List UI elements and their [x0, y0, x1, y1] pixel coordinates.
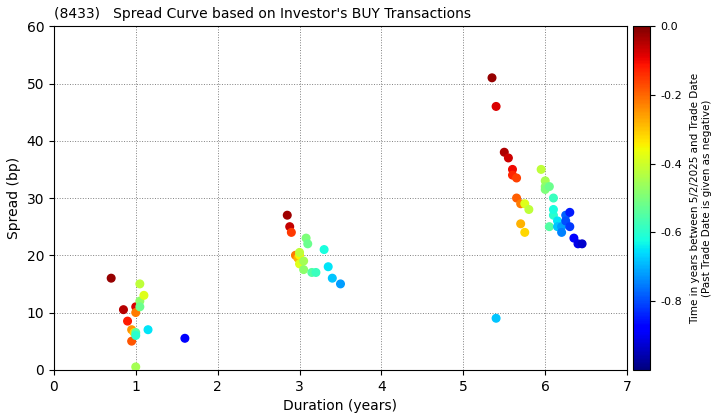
Point [490, 103, 502, 110]
Point [318, 246, 330, 253]
Point [544, 223, 555, 230]
Text: (8433)   Spread Curve based on Investor's BUY Transactions: (8433) Spread Curve based on Investor's … [54, 7, 471, 21]
Point [519, 229, 531, 236]
Point [572, 241, 584, 247]
Point [323, 263, 334, 270]
Point [564, 223, 575, 230]
Point [126, 326, 138, 333]
Point [507, 166, 518, 173]
Point [552, 218, 563, 224]
Point [130, 309, 142, 316]
Point [564, 209, 575, 216]
Point [536, 166, 547, 173]
Point [548, 206, 559, 213]
Point [134, 303, 145, 310]
Point [292, 255, 304, 262]
Point [510, 194, 522, 201]
Point [576, 241, 588, 247]
Y-axis label: Spread (bp): Spread (bp) [7, 157, 21, 239]
Point [294, 249, 305, 256]
Point [515, 200, 526, 207]
Point [539, 183, 551, 190]
Point [130, 332, 142, 339]
Point [539, 178, 551, 184]
Point [556, 229, 567, 236]
Point [298, 266, 310, 273]
Point [130, 364, 142, 370]
Point [548, 212, 559, 218]
Point [294, 252, 305, 259]
Point [503, 155, 514, 161]
Point [310, 269, 322, 276]
Point [556, 223, 567, 230]
Point [126, 338, 138, 344]
Point [302, 241, 313, 247]
Point [486, 74, 498, 81]
Point [300, 235, 312, 242]
Point [507, 172, 518, 178]
Point [179, 335, 191, 341]
Point [294, 260, 305, 267]
X-axis label: Duration (years): Duration (years) [284, 399, 397, 413]
Point [284, 223, 295, 230]
Point [327, 275, 338, 281]
Point [548, 194, 559, 201]
Point [560, 218, 572, 224]
Point [510, 175, 522, 181]
Point [105, 275, 117, 281]
Point [282, 212, 293, 218]
Point [130, 329, 142, 336]
Point [306, 269, 318, 276]
Point [552, 223, 563, 230]
Point [289, 252, 301, 259]
Point [568, 235, 580, 242]
Point [519, 200, 531, 207]
Point [335, 281, 346, 287]
Point [128, 329, 140, 336]
Point [138, 292, 150, 299]
Point [130, 303, 142, 310]
Point [560, 212, 572, 218]
Point [498, 149, 510, 155]
Point [286, 229, 297, 236]
Point [515, 220, 526, 227]
Y-axis label: Time in years between 5/2/2025 and Trade Date
(Past Trade Date is given as negat: Time in years between 5/2/2025 and Trade… [690, 73, 712, 323]
Point [134, 281, 145, 287]
Point [544, 183, 555, 190]
Point [490, 315, 502, 322]
Point [122, 318, 133, 325]
Point [143, 326, 154, 333]
Point [134, 298, 145, 304]
Point [539, 186, 551, 193]
Point [117, 306, 129, 313]
Point [523, 206, 535, 213]
Point [298, 257, 310, 264]
